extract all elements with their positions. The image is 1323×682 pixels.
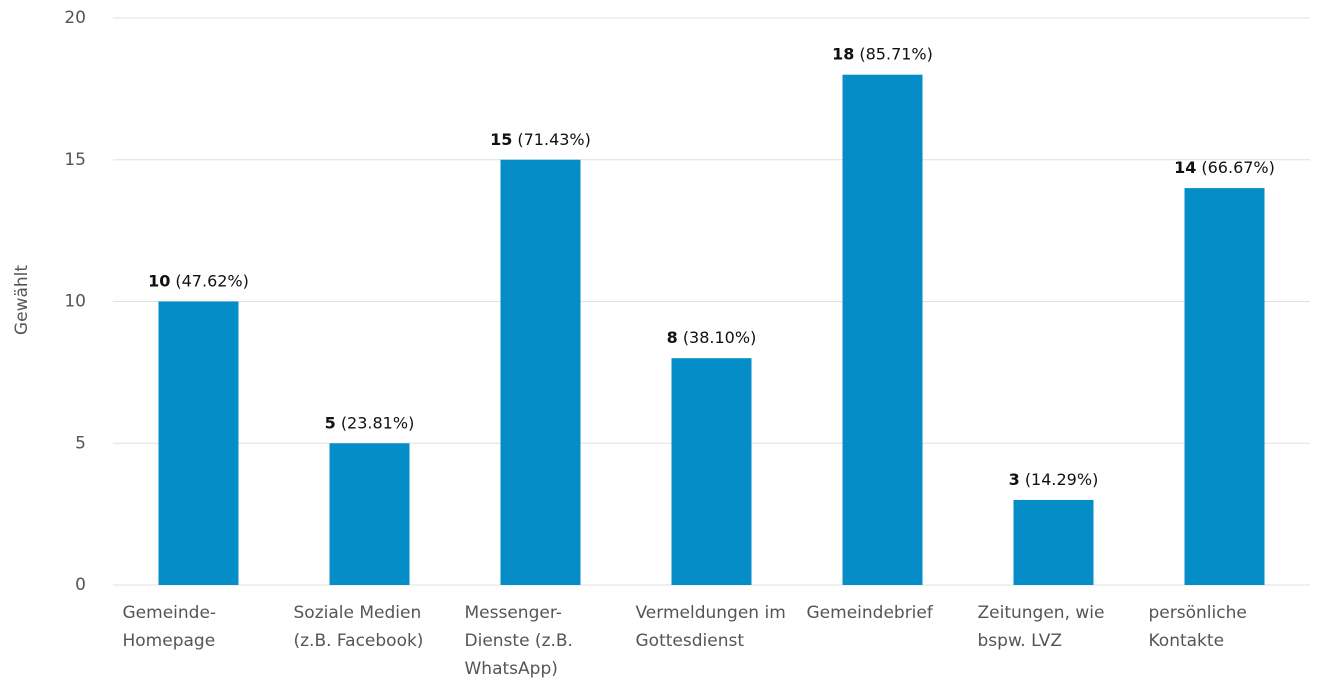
value-percent: (38.10%) <box>683 328 757 347</box>
bar <box>329 443 410 585</box>
bar <box>671 358 752 585</box>
value-percent: (47.62%) <box>175 271 249 290</box>
bar <box>1184 188 1265 585</box>
y-tick-label: 10 <box>64 292 86 312</box>
value-label: 3 (14.29%) <box>1009 469 1099 488</box>
x-tick-label: Soziale Medien (z.B. Facebook) <box>293 603 424 651</box>
value-label: 18 (85.71%) <box>832 44 933 63</box>
bar <box>1013 499 1094 585</box>
value-label: 15 (71.43%) <box>490 129 591 148</box>
bar <box>842 74 923 585</box>
value-number: 5 <box>325 413 336 432</box>
value-label: 10 (47.62%) <box>148 271 249 290</box>
x-tick-label: Messenger-Dienste (z.B. WhatsApp) <box>464 603 573 679</box>
bar <box>500 159 581 585</box>
x-tick-label: Gemeindebrief <box>806 603 933 623</box>
value-number: 15 <box>490 129 512 148</box>
y-tick-label: 15 <box>64 150 86 170</box>
value-number: 10 <box>148 271 170 290</box>
value-percent: (14.29%) <box>1025 469 1099 488</box>
y-axis-label: Gewählt <box>12 265 32 335</box>
bar <box>158 301 239 585</box>
y-tick-label: 0 <box>75 575 86 595</box>
x-tick-label: persönliche Kontakte <box>1148 603 1247 651</box>
value-number: 8 <box>667 328 678 347</box>
value-number: 18 <box>832 44 854 63</box>
value-label: 14 (66.67%) <box>1174 158 1275 177</box>
x-tick-label: Vermeldungen im Gottesdienst <box>635 603 786 651</box>
y-tick-label: 20 <box>64 8 86 28</box>
x-tick-label: Gemeinde-Homepage <box>122 603 217 651</box>
value-percent: (85.71%) <box>859 44 933 63</box>
value-label: 8 (38.10%) <box>667 328 757 347</box>
value-percent: (66.67%) <box>1201 158 1275 177</box>
value-percent: (71.43%) <box>517 129 591 148</box>
x-tick-label: Zeitungen, wie bspw. LVZ <box>977 603 1105 651</box>
y-tick-label: 5 <box>75 433 86 453</box>
value-number: 3 <box>1009 469 1020 488</box>
value-number: 14 <box>1174 158 1196 177</box>
value-percent: (23.81%) <box>341 413 415 432</box>
value-label: 5 (23.81%) <box>325 413 415 432</box>
